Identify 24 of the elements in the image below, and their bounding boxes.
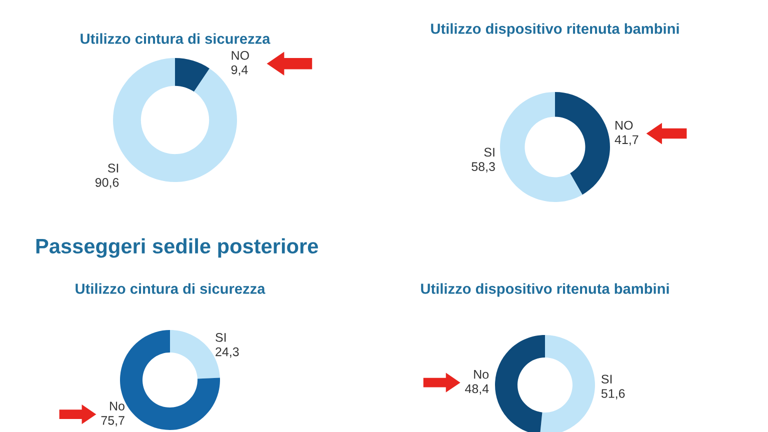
chart-title: Utilizzo dispositivo ritenuta bambini <box>431 23 679 37</box>
data-label: 58,3 <box>472 162 495 172</box>
donut-slice <box>555 92 610 195</box>
data-label: 41,7 <box>614 135 638 146</box>
slice-label: SI <box>602 374 612 384</box>
data-label: 48,4 <box>465 384 489 395</box>
text: Passeggeri sedile posteriore <box>36 238 318 258</box>
slice-label: SI <box>108 164 118 173</box>
data-label: 9,4 <box>231 65 248 76</box>
data-label: 75,7 <box>101 416 124 426</box>
donut-slice <box>500 92 582 202</box>
chart-title: Utilizzo cintura di sicurezza <box>80 33 270 44</box>
slice-label: NO <box>616 120 633 130</box>
donut-slice <box>175 58 210 92</box>
data-label: 90,6 <box>95 178 119 188</box>
data-label: 24,3 <box>216 347 239 358</box>
slice-label: SI <box>484 148 494 157</box>
slice-label: SI <box>216 333 226 342</box>
data-label: 51,6 <box>601 389 625 400</box>
slice-label: No <box>110 402 124 410</box>
chart-title: Utilizzo cintura di sicurezza <box>76 283 266 294</box>
slice-label: NO <box>232 50 249 60</box>
chart-title: Utilizzo dispositivo ritenuta bambini <box>421 283 669 297</box>
slice-label: No <box>474 370 489 379</box>
